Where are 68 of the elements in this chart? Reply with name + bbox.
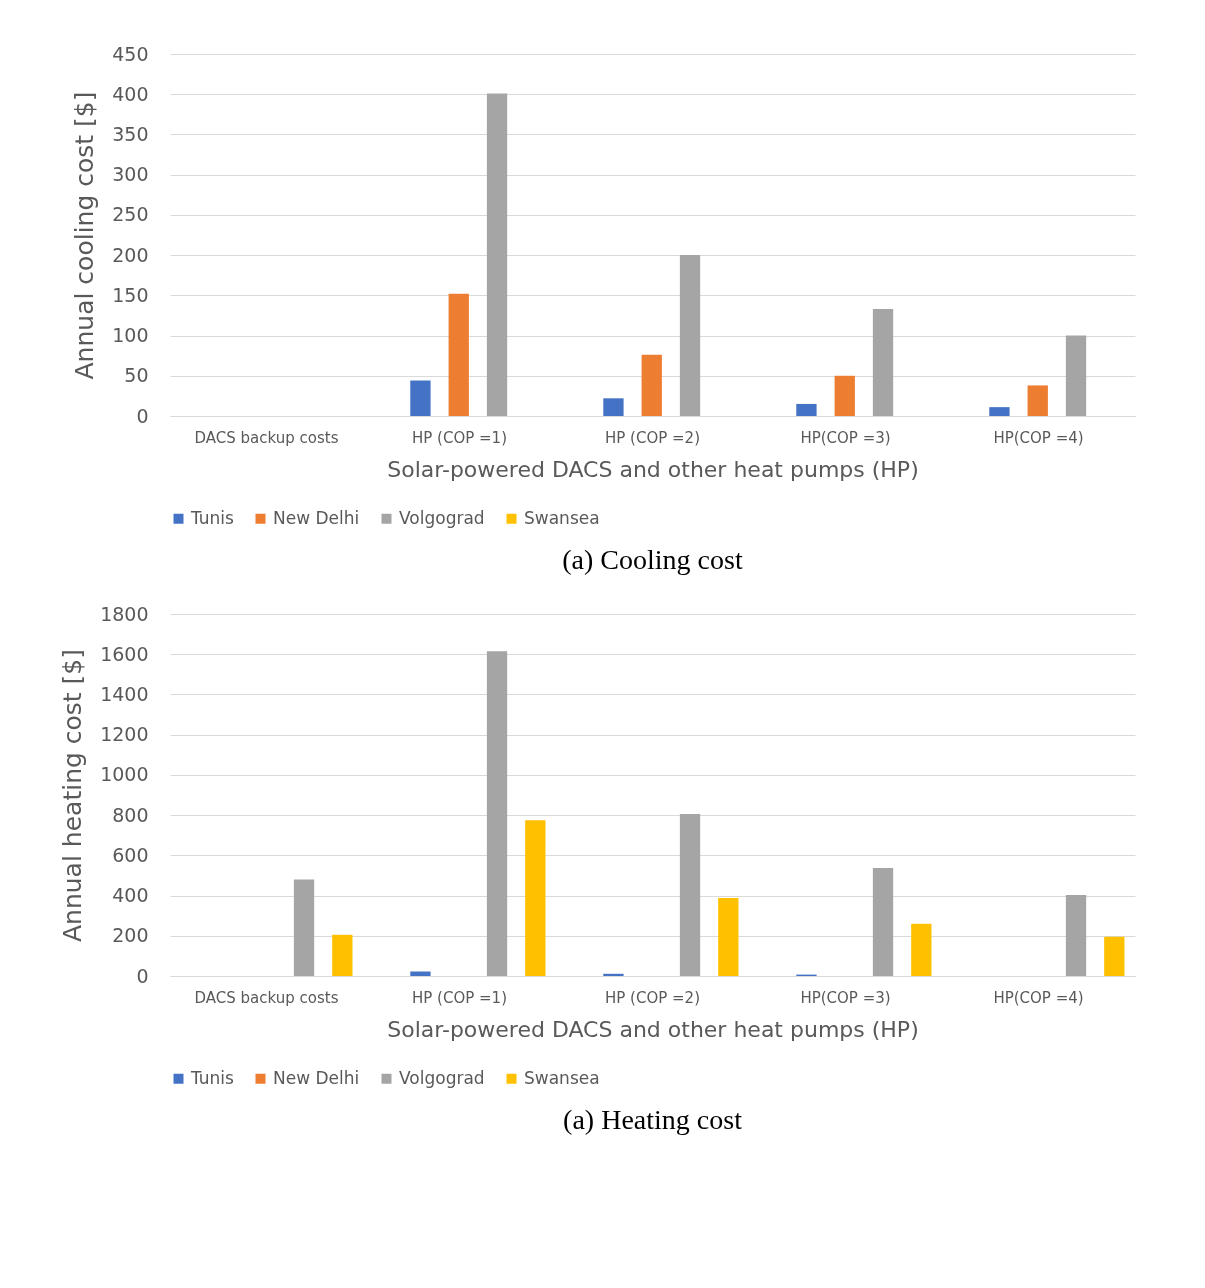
bar [911,923,932,976]
x-tick-label: HP(COP =4) [993,988,1084,1007]
legend-label: New Delhi [273,1067,360,1088]
y-tick-label: 200 [112,243,149,266]
y-tick-label: 150 [112,283,149,306]
bar [1104,936,1125,976]
bar [872,309,894,416]
bar [332,934,353,976]
x-axis-title: Solar-powered DACS and other heat pumps (HP) [387,456,919,482]
bar [872,868,894,976]
legend-label: Tunis [190,1067,235,1088]
y-tick-label: 600 [112,843,149,866]
bar [989,407,1010,416]
x-tick-label: HP (COP =1) [411,428,508,447]
x-tick-label: HP (COP =1) [411,988,508,1007]
y-tick-label: 250 [112,203,149,226]
y-tick-label: 300 [112,163,149,186]
bar [1065,335,1087,416]
legend-label: Swansea [524,1067,600,1088]
bar [410,380,431,416]
y-tick-label: 400 [112,884,149,907]
legend-label: Tunis [190,507,235,528]
bar [603,398,624,416]
bar [293,879,315,976]
bar [641,354,662,416]
text: (a) Heating cost [563,1104,743,1135]
y-tick-label: 450 [112,42,149,65]
y-tick-label: 350 [112,122,149,145]
x-tick-label: HP(COP =3) [800,988,891,1007]
x-tick-label: DACS backup costs [194,988,339,1007]
bar [834,375,855,416]
y-tick-label: 100 [112,324,149,347]
y-axis-title: Annual cooling cost [$] [70,91,100,380]
bar [486,651,508,976]
x-tick-label: HP(COP =3) [800,428,891,447]
y-tick-label: 1400 [100,682,149,705]
bar [410,971,431,976]
x-tick-label: HP (COP =2) [604,428,701,447]
legend-label: Volgograd [399,507,485,528]
bar [486,93,508,416]
legend-label: Swansea [524,507,600,528]
x-tick-label: HP (COP =2) [604,988,701,1007]
bar [718,897,739,976]
y-tick-label: 50 [124,364,149,387]
y-tick-label: 1800 [100,602,149,625]
y-axis-title: Annual heating cost [$] [58,648,88,943]
bar [1065,894,1087,976]
text: (a) Cooling cost [562,544,743,575]
x-tick-label: HP(COP =4) [993,428,1084,447]
legend-label: New Delhi [273,507,360,528]
bar [448,293,469,416]
bar [1027,385,1048,416]
legend-label: Volgograd [399,1067,485,1088]
y-tick-label: 0 [136,404,149,427]
y-tick-label: 1600 [100,642,149,665]
y-tick-label: 0 [136,964,149,987]
y-tick-label: 200 [112,924,149,947]
y-tick-label: 400 [112,82,149,105]
bar [679,814,701,976]
x-tick-label: DACS backup costs [194,428,339,447]
bar [796,403,817,416]
y-tick-label: 800 [112,803,149,826]
bar [679,255,701,416]
y-tick-label: 1000 [100,763,149,786]
bar [603,973,624,976]
x-axis-title: Solar-powered DACS and other heat pumps (HP) [387,1016,919,1042]
y-tick-label: 1200 [100,723,149,746]
bar [525,820,546,976]
